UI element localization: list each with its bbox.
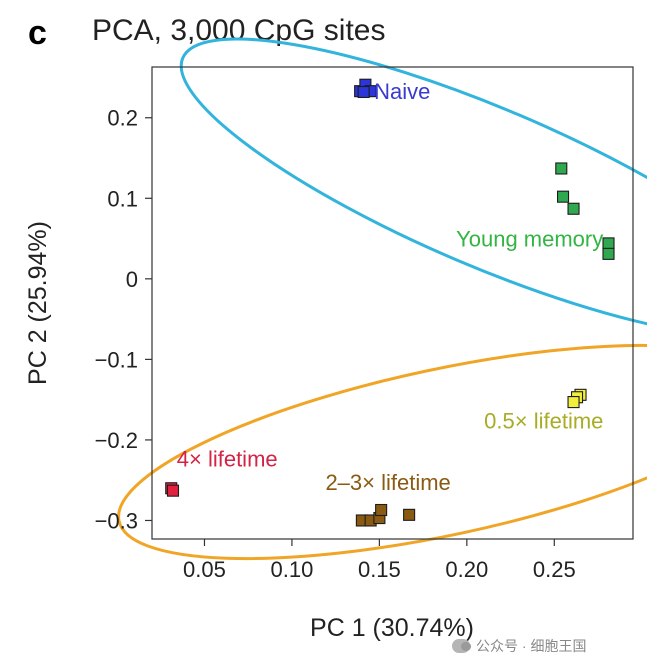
plot-frame — [151, 66, 634, 540]
point-4-lifetime — [166, 484, 180, 497]
watermark: 公众号 · 细胞王国 — [452, 636, 586, 656]
x-axis-label: PC 1 (30.74%) — [310, 614, 474, 642]
x-tick-label: 0.15 — [358, 557, 401, 582]
y-tick-label: 0.1 — [107, 186, 138, 211]
chart-title: PCA, 3,000 CpG sites — [92, 14, 386, 47]
wechat-icon — [452, 639, 471, 653]
group-label-4-lifetime: 4× lifetime — [177, 447, 278, 472]
x-tick-label: 0.20 — [445, 557, 488, 582]
x-tick-label: 0.05 — [183, 557, 226, 582]
y-tick-label: −0.1 — [95, 347, 138, 372]
point-young-memory — [556, 190, 570, 203]
y-tick-label: −0.2 — [95, 428, 138, 453]
x-tick-label: 0.25 — [533, 557, 576, 582]
y-tick-label: 0.2 — [107, 106, 138, 131]
x-tick-label: 0.10 — [271, 557, 314, 582]
y-axis-label: PC 2 (25.94%) — [24, 221, 52, 385]
point-young-memory — [602, 237, 615, 250]
group-label-0-5-lifetime: 0.5× lifetime — [484, 409, 603, 434]
panel-label: c — [28, 14, 47, 52]
axis-layer: 0.05 0.10 0.15 0.20 0.250.20.10−0.1−0.2−0.3 — [95, 106, 576, 582]
point-layer — [165, 78, 615, 527]
watermark-text: 公众号 · 细胞王国 — [476, 638, 587, 654]
ellipse-layer — [117, 37, 647, 561]
point-young-memory — [555, 162, 568, 175]
point-young-memory — [602, 247, 615, 260]
point-young-memory — [567, 202, 580, 215]
point-0-5-lifetime — [567, 396, 580, 409]
label-layer: Naive Young memory 0.5× lifetime 2–3× lifet… — [177, 79, 604, 495]
group-label-2-3-lifetime: 2–3× lifetime — [325, 470, 450, 495]
point-2-3-lifetime — [403, 508, 416, 521]
y-tick-label: 0 — [126, 267, 138, 292]
group-label-naive: Naive — [374, 79, 430, 104]
y-tick-label: −0.3 — [95, 508, 138, 533]
point-2-3-lifetime — [375, 503, 388, 517]
group-ellipse-2 — [117, 343, 647, 561]
group-label-young-memory: Young memory — [456, 227, 603, 252]
point-naive — [357, 85, 370, 99]
group-ellipse-1 — [179, 37, 647, 339]
